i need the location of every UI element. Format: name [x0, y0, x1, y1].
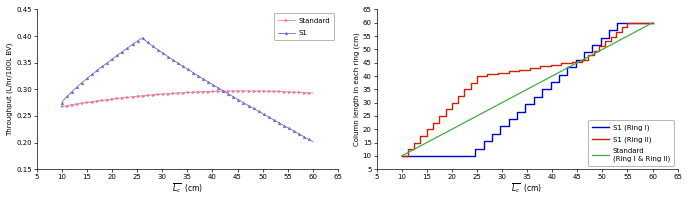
Legend: S1 (Ring I), S1 (Ring II), Standard
(Ring I & Ring II): S1 (Ring I), S1 (Ring II), Standard (Rin… — [588, 120, 674, 166]
S1 (Ring II) — [398, 155, 406, 157]
Standard — [298, 91, 306, 94]
S1 — [309, 140, 317, 143]
S1 — [58, 101, 66, 104]
X-axis label: $\overline{L_c}$  (cm): $\overline{L_c}$ (cm) — [172, 181, 203, 195]
S1 (Ring II) — [494, 72, 502, 74]
Y-axis label: Column length in each ring (cm): Column length in each ring (cm) — [353, 33, 360, 146]
Standard — [73, 103, 81, 105]
X-axis label: $\overline{L_c}$  (cm): $\overline{L_c}$ (cm) — [511, 181, 543, 195]
S1 — [138, 37, 147, 39]
S1 (Ring I) — [613, 22, 621, 24]
S1 (Ring I) — [455, 155, 463, 157]
S1 (Ring II) — [624, 22, 632, 24]
S1 (Ring I) — [429, 155, 438, 157]
Line: S1 (Ring I): S1 (Ring I) — [402, 23, 652, 156]
Standard — [68, 103, 76, 106]
S1 — [298, 134, 306, 137]
S1 — [73, 86, 81, 88]
Line: S1: S1 — [61, 37, 314, 143]
Standard — [58, 105, 66, 108]
Legend: Standard, S1: Standard, S1 — [274, 13, 334, 40]
S1 (Ring I) — [471, 155, 480, 157]
Standard — [289, 91, 297, 93]
Standard — [309, 92, 317, 94]
S1 (Ring I) — [400, 155, 409, 157]
S1 (Ring I) — [398, 155, 406, 157]
S1 (Ring I) — [431, 155, 439, 157]
S1 — [289, 129, 297, 132]
S1 (Ring II) — [648, 22, 657, 24]
S1 (Ring II) — [448, 101, 456, 104]
S1 — [125, 46, 133, 48]
S1 (Ring I) — [597, 44, 605, 46]
S1 (Ring I) — [648, 22, 657, 24]
S1 — [68, 90, 76, 93]
Standard — [240, 90, 249, 92]
Y-axis label: Throughput (L/hr/100L BV): Throughput (L/hr/100L BV) — [7, 43, 14, 136]
Line: Standard: Standard — [61, 89, 314, 108]
S1 (Ring II) — [504, 70, 513, 73]
S1 — [105, 60, 113, 63]
S1 (Ring II) — [454, 95, 462, 97]
Line: S1 (Ring II): S1 (Ring II) — [402, 23, 652, 156]
S1 (Ring II) — [624, 26, 632, 29]
Standard — [125, 96, 133, 98]
S1 (Ring II) — [568, 60, 576, 63]
Standard — [105, 98, 113, 101]
